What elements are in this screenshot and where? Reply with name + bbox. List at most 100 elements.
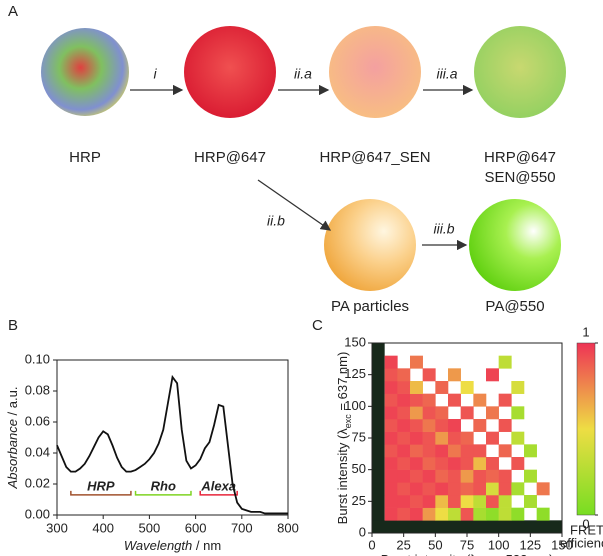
- sen550-structure: [474, 26, 566, 118]
- y-tick-label: 150: [344, 334, 366, 349]
- heat-cell: [435, 457, 449, 470]
- heat-cell: [460, 495, 474, 508]
- heat-cell: [460, 457, 474, 470]
- heat-cell: [448, 444, 461, 458]
- heat-cell: [460, 381, 474, 394]
- colorbar-tick-label: 1: [582, 324, 589, 339]
- heat-cell: [435, 431, 449, 445]
- heat-cell: [435, 444, 449, 458]
- heat-cell: [460, 469, 474, 483]
- heat-cell: [397, 381, 411, 394]
- heat-cell: [397, 368, 411, 382]
- y-tick-label: 75: [352, 429, 366, 444]
- heat-cell: [473, 444, 487, 458]
- spectrum-line: [56, 374, 288, 515]
- sen-structure: [329, 26, 421, 118]
- heat-cell: [473, 419, 487, 432]
- heat-cell: [397, 431, 411, 445]
- heat-cell: [486, 457, 499, 470]
- colorbar-label: FRET: [570, 522, 603, 537]
- pa-sphere: [324, 199, 416, 291]
- heat-cell: [384, 507, 398, 521]
- heat-cell: [397, 495, 411, 508]
- heat-cell: [486, 469, 499, 483]
- heat-cell: [486, 507, 499, 521]
- heat-cell: [435, 507, 449, 521]
- heat-cell: [460, 482, 474, 496]
- heat-cell: [511, 507, 525, 521]
- heat-cell: [473, 457, 487, 470]
- x-tick-label: 25: [396, 537, 410, 552]
- heat-cell: [435, 381, 449, 394]
- heat-cell: [486, 482, 499, 496]
- y-tick-label: 0.06: [25, 413, 50, 428]
- heat-cell: [397, 507, 411, 521]
- axis-title: Absorbance / a.u.: [5, 387, 20, 490]
- heat-cell: [422, 406, 436, 420]
- heat-cell: [498, 469, 512, 483]
- heat-cell: [384, 406, 398, 420]
- heat-cell: [422, 469, 436, 483]
- heat-cell: [410, 406, 423, 420]
- step-label: iii.a: [436, 66, 457, 82]
- heat-cell: [397, 482, 411, 496]
- heat-cell: [460, 444, 474, 458]
- heat-cell: [384, 495, 398, 508]
- panel-label: C: [312, 317, 323, 334]
- x-tick-label: 300: [46, 520, 68, 535]
- step-label: ii.b: [267, 213, 285, 229]
- heat-cell: [410, 381, 423, 394]
- heat-cell: [397, 393, 411, 407]
- heat-cell: [422, 457, 436, 470]
- heat-cell: [410, 457, 423, 470]
- axis-title-part: Burst intensity (λ: [381, 552, 478, 556]
- heat-cell: [448, 482, 461, 496]
- panel-label: B: [8, 317, 18, 334]
- dark-column: [372, 343, 385, 533]
- node-label: HRP@647: [194, 149, 266, 166]
- heat-cell: [397, 469, 411, 483]
- heat-cell: [410, 507, 423, 521]
- heat-cell: [422, 507, 436, 521]
- heat-cell: [384, 419, 398, 432]
- region-bracket: [134, 490, 192, 496]
- axis-title: Burst intensity (λexc = 637 nm): [335, 352, 353, 525]
- step-label: ii.a: [294, 66, 312, 82]
- axis-title-part: = 532 nm): [491, 552, 554, 556]
- axis-title-part: Wavelength: [124, 538, 192, 553]
- pa550-sphere: [469, 199, 561, 291]
- dark-row: [372, 520, 562, 533]
- heat-cell: [498, 444, 512, 458]
- colorbar-tick-label: 0: [582, 516, 589, 531]
- heat-cell: [435, 469, 449, 483]
- heat-cell: [448, 368, 461, 382]
- heat-cell: [460, 431, 474, 445]
- heat-cell: [435, 495, 449, 508]
- axis-title-part: / a.u.: [5, 387, 20, 420]
- plot-frame: [56, 359, 289, 516]
- y-tick-label: 0.02: [25, 475, 50, 490]
- heat-cell: [448, 419, 461, 432]
- heat-cell: [435, 419, 449, 432]
- y-tick-label: 0.04: [25, 444, 50, 459]
- heat-cell: [511, 457, 525, 470]
- x-tick-label: 150: [551, 537, 573, 552]
- heat-cell: [511, 406, 525, 420]
- arrow: [257, 179, 332, 231]
- axis-title-part: exc: [343, 414, 353, 429]
- heat-cell: [498, 393, 512, 407]
- heat-cell: [473, 495, 487, 508]
- y-tick-label: 100: [344, 398, 366, 413]
- node-label: HRP@647_SEN: [319, 149, 430, 166]
- heat-cell: [410, 495, 423, 508]
- heat-cell: [397, 419, 411, 432]
- heat-cell: [511, 431, 525, 445]
- heat-cell: [486, 368, 499, 382]
- region-bracket: [70, 490, 132, 496]
- region-label: Alexa: [200, 478, 236, 493]
- y-tick-label: 125: [344, 366, 366, 381]
- colorbar-label: efficiency: [560, 535, 603, 550]
- heat-cell: [448, 469, 461, 483]
- axis-title-part: = 637 nm): [335, 352, 350, 415]
